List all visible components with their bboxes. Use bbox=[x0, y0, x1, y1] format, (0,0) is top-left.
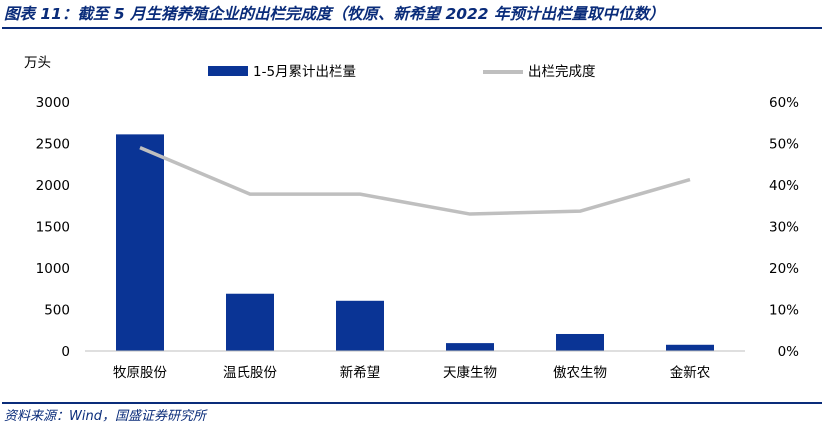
left-tick-label: 2000 bbox=[36, 178, 70, 194]
category-label: 温氏股份 bbox=[223, 365, 277, 381]
left-tick-label: 1500 bbox=[36, 220, 70, 236]
bar bbox=[446, 343, 494, 351]
bar bbox=[666, 344, 714, 351]
right-tick-label: 40% bbox=[769, 178, 799, 194]
right-axis: 0% 10% 20% 30% 40% 50% 60% bbox=[769, 95, 799, 360]
legend-bar-label: 1-5月累计出栏量 bbox=[253, 64, 356, 80]
category-labels: 牧原股份 温氏股份 新希望 天康生物 傲农生物 金新农 bbox=[113, 364, 711, 381]
bar-series bbox=[116, 134, 714, 351]
bar bbox=[226, 293, 274, 351]
left-axis: 0 500 1000 1500 2000 2500 3000 bbox=[36, 95, 70, 360]
source-note: 资料来源：Wind，国盛证券研究所 bbox=[4, 409, 206, 424]
figure-title: 图表 11：截至 5 月生猪养殖企业的出栏完成度（牧原、新希望 2022 年预计… bbox=[4, 5, 665, 23]
category-label: 金新农 bbox=[670, 365, 711, 381]
category-label: 新希望 bbox=[340, 365, 381, 381]
source-rule bbox=[2, 402, 822, 404]
left-tick-label: 2500 bbox=[36, 137, 70, 153]
category-label: 牧原股份 bbox=[113, 365, 167, 381]
right-tick-label: 10% bbox=[769, 303, 799, 319]
left-tick-label: 3000 bbox=[36, 95, 70, 111]
unit-label: 万头 bbox=[24, 55, 51, 71]
completion-rate-line bbox=[139, 146, 691, 216]
left-tick-label: 1000 bbox=[36, 261, 70, 277]
category-label: 傲农生物 bbox=[553, 365, 607, 381]
right-tick-label: 30% bbox=[769, 220, 799, 236]
right-tick-label: 0% bbox=[778, 344, 800, 360]
right-tick-label: 50% bbox=[769, 137, 799, 153]
left-tick-label: 0 bbox=[61, 344, 70, 360]
bar bbox=[336, 300, 384, 351]
title-rule bbox=[2, 27, 822, 29]
legend-line-label: 出栏完成度 bbox=[528, 64, 596, 80]
right-tick-label: 60% bbox=[769, 95, 799, 111]
legend: 1-5月累计出栏量 出栏完成度 bbox=[208, 64, 596, 80]
legend-bar-swatch bbox=[208, 66, 248, 76]
category-label: 天康生物 bbox=[443, 364, 497, 381]
bar bbox=[556, 333, 604, 351]
left-tick-label: 500 bbox=[44, 303, 70, 319]
bar bbox=[116, 134, 164, 351]
right-tick-label: 20% bbox=[769, 261, 799, 277]
